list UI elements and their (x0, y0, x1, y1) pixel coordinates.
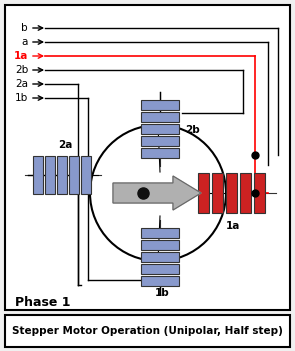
Bar (198, 173, 209, 213)
Bar (141, 148, 179, 158)
Bar (57, 156, 67, 194)
FancyArrow shape (113, 176, 201, 210)
Text: 2b: 2b (15, 65, 28, 75)
Bar (141, 264, 179, 274)
Text: 1a: 1a (226, 221, 240, 231)
Text: 1a: 1a (14, 51, 28, 61)
Text: 1b: 1b (155, 288, 169, 298)
Bar (5, 5, 290, 310)
Bar (254, 173, 266, 213)
Text: a: a (22, 37, 28, 47)
Text: 2a: 2a (58, 140, 72, 150)
Bar (212, 173, 224, 213)
Text: 2b: 2b (185, 125, 200, 135)
Bar (33, 156, 43, 194)
Bar (141, 136, 179, 146)
Text: b: b (21, 23, 28, 33)
Bar (141, 112, 179, 122)
Bar (141, 100, 179, 110)
Bar (81, 156, 91, 194)
Bar (45, 156, 55, 194)
Bar (141, 240, 179, 250)
Bar (141, 124, 179, 134)
Text: Phase 1: Phase 1 (15, 296, 71, 309)
Text: Stepper Motor Operation (Unipolar, Half step): Stepper Motor Operation (Unipolar, Half … (12, 326, 283, 336)
Bar (69, 156, 79, 194)
Text: 1b: 1b (15, 93, 28, 103)
Text: 2a: 2a (15, 79, 28, 89)
Circle shape (90, 125, 226, 261)
Bar (226, 173, 237, 213)
Bar (141, 252, 179, 262)
Bar (5, 315, 290, 347)
Bar (141, 276, 179, 286)
Bar (141, 228, 179, 238)
Bar (240, 173, 251, 213)
